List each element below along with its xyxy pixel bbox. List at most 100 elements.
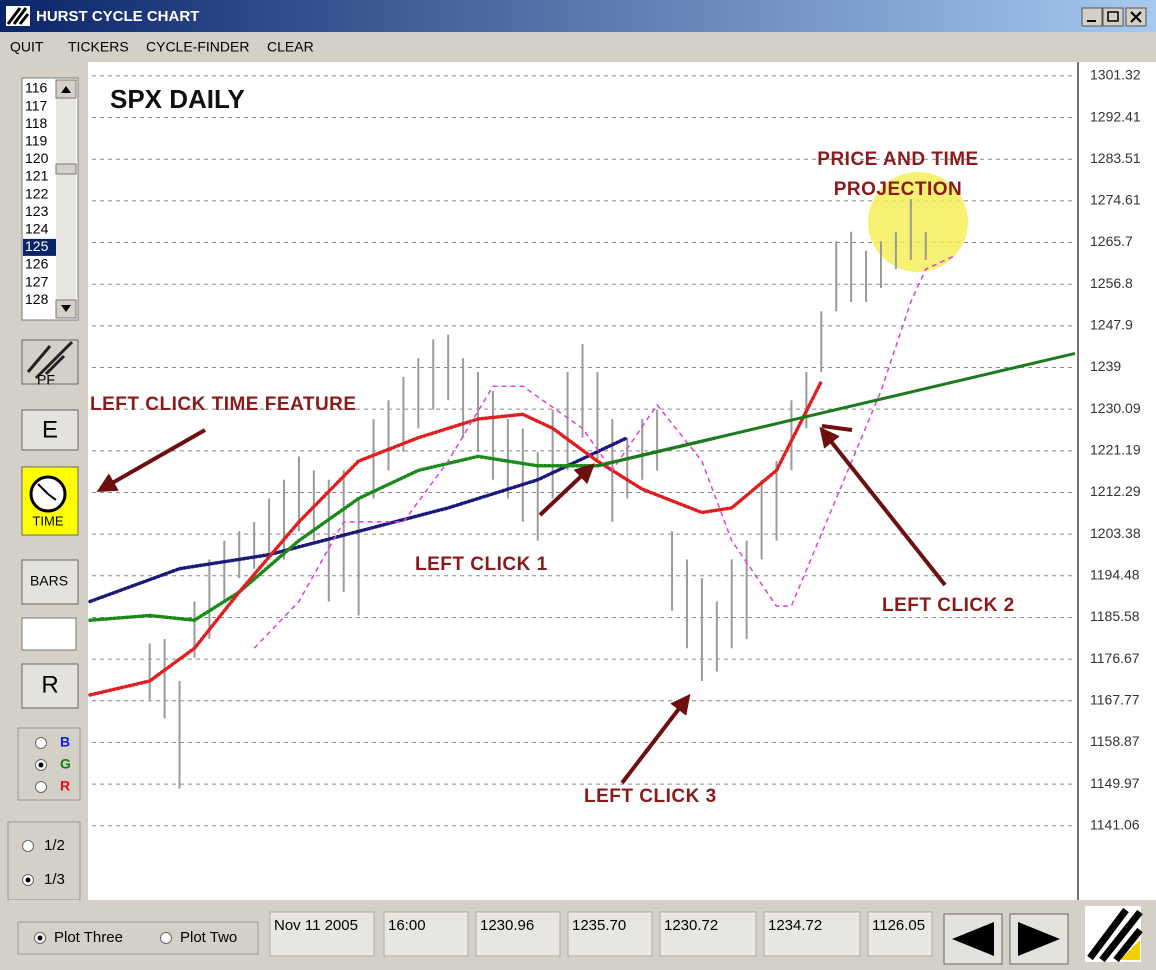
status-field	[475, 911, 561, 957]
menu-item[interactable]: TICKERS	[68, 39, 129, 55]
radio-label: Plot Two	[180, 929, 237, 946]
menu-item[interactable]: CLEAR	[267, 39, 314, 55]
menu-bar	[0, 32, 1156, 62]
menu-item[interactable]: QUIT	[10, 39, 44, 55]
radio-dot	[38, 762, 44, 768]
button-label: E	[42, 416, 58, 443]
y-tick-label: 1167.77	[1090, 692, 1140, 708]
bars-button[interactable]: BARS	[21, 559, 79, 605]
list-item[interactable]: 127	[25, 273, 49, 289]
logo	[1085, 906, 1143, 963]
y-tick-label: 1274.61	[1090, 192, 1141, 208]
y-tick-label: 1247.9	[1090, 317, 1133, 333]
radio-dot	[25, 877, 31, 883]
y-tick-label: 1203.38	[1090, 525, 1141, 541]
annotation: PRICE AND TIME	[817, 149, 978, 170]
status-value: 1230.96	[480, 917, 534, 934]
list-item[interactable]: 121	[25, 168, 49, 184]
indicator-line	[253, 254, 956, 649]
status-field	[763, 911, 861, 957]
plot-radio-group	[17, 921, 259, 955]
radio[interactable]	[35, 781, 47, 793]
radio-label: B	[60, 734, 70, 750]
y-tick-label: 1230.09	[1090, 400, 1141, 416]
y-tick-label: 1265.7	[1090, 233, 1133, 249]
list-item[interactable]: 117	[25, 97, 48, 113]
price-axis	[1078, 62, 1156, 900]
list-item[interactable]: 125	[25, 238, 49, 254]
window-title: HURST CYCLE CHART	[36, 8, 199, 25]
y-tick-label: 1194.48	[1090, 567, 1140, 583]
y-tick-label: 1149.97	[1090, 775, 1140, 791]
next-button[interactable]	[1009, 913, 1069, 965]
radio-label: 1/2	[44, 837, 65, 854]
annotation: PROJECTION	[834, 179, 963, 200]
button-label: PF	[37, 372, 55, 388]
annotation: LEFT CLICK 3	[584, 786, 717, 807]
projection-highlight	[868, 172, 968, 272]
indicator-line	[597, 351, 1076, 468]
selection	[23, 238, 56, 256]
list-item[interactable]: 124	[25, 221, 49, 237]
status-field	[867, 911, 933, 957]
status-value: 1126.05	[872, 917, 925, 934]
indicator-line	[88, 435, 630, 604]
list-item[interactable]: 128	[25, 291, 49, 307]
button-label: BARS	[30, 573, 68, 589]
y-tick-label: 1283.51	[1090, 150, 1141, 166]
y-tick-label: 1158.87	[1090, 733, 1140, 749]
list-item[interactable]: 120	[25, 150, 49, 166]
arrows	[96, 424, 947, 785]
status-value: Nov 11 2005	[274, 917, 358, 934]
color-radio-group	[17, 727, 81, 801]
list-item[interactable]: 123	[25, 203, 49, 219]
status-field	[269, 911, 375, 957]
status-value: 1234.72	[768, 917, 822, 934]
menu-item[interactable]: CYCLE-FINDER	[146, 39, 249, 55]
y-tick-label: 1292.41	[1090, 108, 1141, 124]
y-tick-label: 1221.19	[1090, 442, 1141, 458]
list-item[interactable]: 116	[25, 80, 48, 96]
y-tick-label: 1176.67	[1090, 650, 1140, 666]
y-tick-label: 1239	[1090, 358, 1121, 374]
status-value: 1235.70	[572, 917, 626, 934]
chart-title: SPX DAILY	[110, 84, 245, 114]
status-value: 16:00	[388, 917, 426, 934]
y-tick-label: 1301.32	[1090, 67, 1141, 83]
status-field	[383, 911, 469, 957]
status-field	[659, 911, 757, 957]
radio-label: Plot Three	[54, 929, 123, 946]
time-button[interactable]: TIME	[21, 466, 79, 536]
status-field	[567, 911, 653, 957]
e-button[interactable]: E	[21, 409, 79, 451]
radio[interactable]	[35, 737, 47, 749]
y-tick-label: 1212.29	[1090, 483, 1141, 499]
pf-button[interactable]: PF	[21, 339, 79, 388]
prev-button[interactable]	[943, 913, 1003, 965]
radio-label: G	[60, 756, 71, 772]
radio-label: 1/3	[44, 871, 65, 888]
list-item[interactable]: 126	[25, 256, 49, 272]
annotation: LEFT CLICK 2	[882, 595, 1015, 616]
app-icon	[6, 6, 30, 26]
button-label: TIME	[32, 513, 63, 528]
scrollbar[interactable]	[55, 79, 77, 319]
list-item[interactable]: 119	[25, 133, 48, 149]
list-item[interactable]: 118	[25, 115, 48, 131]
radio-dot	[37, 935, 43, 941]
y-tick-label: 1185.58	[1090, 608, 1140, 624]
list-item[interactable]: 122	[25, 185, 49, 201]
radio-label: R	[60, 778, 70, 794]
indicator-line	[88, 379, 824, 697]
input-box[interactable]	[21, 617, 77, 651]
r-button[interactable]: R	[21, 663, 79, 709]
radio[interactable]	[160, 932, 172, 944]
radio[interactable]	[22, 840, 34, 852]
fraction-radio-group	[7, 821, 81, 901]
annotation: LEFT CLICK TIME FEATURE	[90, 394, 357, 415]
window-controls[interactable]	[1081, 7, 1147, 27]
status-value: 1230.72	[664, 917, 718, 934]
annotation: LEFT CLICK 1	[415, 554, 548, 575]
title-bar	[0, 0, 1156, 32]
